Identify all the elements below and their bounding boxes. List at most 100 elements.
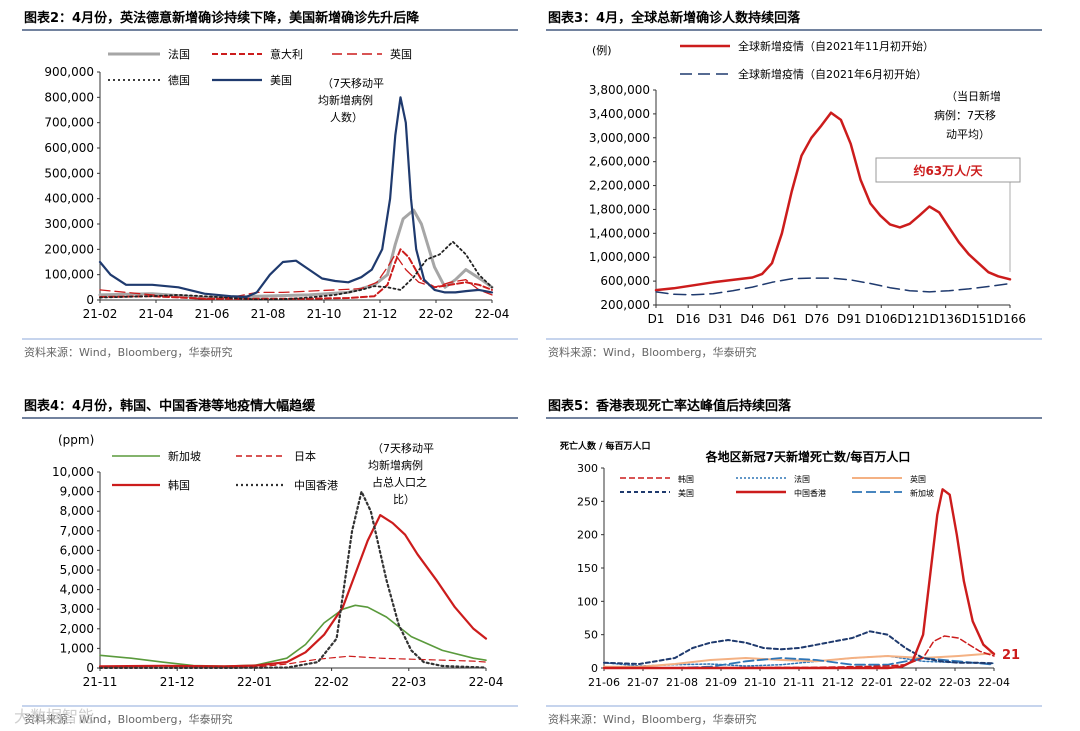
chart3-x-tick-label: D16 bbox=[676, 312, 701, 326]
chart3-y-tick-label: 3,400,000 bbox=[589, 107, 650, 121]
chart2-y-tick-label: 300,000 bbox=[44, 217, 94, 231]
chart2-legend-label: 德国 bbox=[168, 73, 190, 87]
chart4-series-line bbox=[98, 490, 488, 670]
chart2-x-tick-label: 22-02 bbox=[419, 307, 454, 321]
chart4-y-tick-label: 4,000 bbox=[60, 583, 94, 597]
chart3-plot bbox=[654, 111, 1012, 296]
chart3-y-tick-label: 3,000,000 bbox=[589, 131, 650, 145]
chart3-source: 资料来源：Wind，Bloomberg，华泰研究 bbox=[548, 345, 756, 359]
chart3-x-tick-label: D106 bbox=[865, 312, 897, 326]
chart5-plot bbox=[602, 488, 996, 670]
chart5-x-tick-label: 22-04 bbox=[978, 676, 1010, 689]
chart2-annotation-2: 均新增病例 bbox=[318, 93, 373, 107]
chart5-source: 资料来源：Wind，Bloomberg，华泰研究 bbox=[548, 712, 756, 726]
chart4-legend-label: 日本 bbox=[294, 449, 316, 463]
chart3-unit: (例) bbox=[592, 43, 612, 57]
chart4-source: 资料来源：Wind，Bloomberg，华泰研究 bbox=[24, 712, 232, 726]
chart4-legend-label: 中国香港 bbox=[294, 479, 338, 492]
chart5-x-tick-label: 22-03 bbox=[939, 676, 971, 689]
chart4-y-tick-label: 3,000 bbox=[60, 602, 94, 616]
chart5-x-tick-label: 21-07 bbox=[627, 676, 659, 689]
chart3-x-tick-label: D61 bbox=[772, 312, 797, 326]
chart3-y-tick-label: 600,000 bbox=[600, 274, 650, 288]
chart4-y-tick-label: 10,000 bbox=[52, 465, 94, 479]
chart4-x-tick-label: 22-03 bbox=[391, 675, 426, 689]
chart4-x-tick-label: 22-02 bbox=[314, 675, 349, 689]
chart2-y-tick-label: 900,000 bbox=[44, 65, 94, 79]
chart3-x-tick-label: D166 bbox=[994, 312, 1026, 326]
chart2-x-tick-label: 21-12 bbox=[363, 307, 398, 321]
chart5-series-line bbox=[603, 630, 995, 665]
chart2-y-tick-label: 0 bbox=[86, 293, 94, 307]
chart3-series-line bbox=[654, 111, 1012, 292]
chart3-x-tick-label: D31 bbox=[708, 312, 733, 326]
chart3-annotation-2: 病例：7天移 bbox=[934, 108, 996, 122]
chart2-title: 图表2：4月份，英法德意新增确诊持续下降，美国新增确诊先升后降 bbox=[24, 10, 420, 26]
chart5-panel: 图表5：香港表现死亡率达峰值后持续回落 死亡人数 / 每百万人口 各地区新冠7天… bbox=[546, 398, 1042, 726]
chart5-x-tick-label: 22-02 bbox=[900, 676, 932, 689]
chart2-legend-label: 意大利 bbox=[270, 47, 303, 61]
chart5-x-tick-label: 21-10 bbox=[744, 676, 776, 689]
chart3-y-tick-label: 1,000,000 bbox=[589, 250, 650, 264]
chart4-x-tick-label: 21-12 bbox=[160, 675, 195, 689]
chart3-series-line bbox=[655, 277, 1011, 296]
chart5-x-tick-label: 21-09 bbox=[705, 676, 737, 689]
chart4-y-tick-label: 1,000 bbox=[60, 641, 94, 655]
chart3-y-tick-label: 2,600,000 bbox=[589, 155, 650, 169]
chart4-annotation-4: 比） bbox=[393, 493, 415, 506]
chart2-plot bbox=[98, 96, 494, 301]
chart3-legend-label: 全球新增疫情（自2021年11月初开始） bbox=[738, 39, 934, 53]
chart3-y-tick-label: 1,800,000 bbox=[589, 202, 650, 216]
chart3-title: 图表3：4月，全球总新增确诊人数持续回落 bbox=[548, 10, 801, 26]
chart4-legend-label: 韩国 bbox=[168, 478, 190, 492]
chart5-end-label: 21 bbox=[1002, 648, 1020, 663]
chart2-x-tick-label: 21-02 bbox=[83, 307, 118, 321]
chart3-legend: 全球新增疫情（自2021年11月初开始） 全球新增疫情（自2021年6月初开始） bbox=[680, 39, 934, 81]
chart2-x-tick-label: 21-06 bbox=[195, 307, 230, 321]
chart5-y-tick-label: 50 bbox=[584, 629, 598, 642]
chart3-callout: 约63万人/天 bbox=[913, 163, 983, 178]
chart4-series-line bbox=[99, 655, 487, 669]
chart5-legend-label: 韩国 bbox=[678, 474, 694, 484]
chart3-annotation-3: 动平均） bbox=[946, 128, 990, 141]
chart2-x-tick-label: 21-04 bbox=[139, 307, 174, 321]
chart2-source: 资料来源：Wind，Bloomberg，华泰研究 bbox=[24, 345, 232, 359]
chart2-series-line bbox=[98, 96, 494, 299]
chart4-unit: (ppm) bbox=[58, 433, 94, 447]
watermark: 大数据智能 bbox=[14, 707, 94, 726]
chart3-x-tick-label: D151 bbox=[962, 312, 994, 326]
chart3-callout-box bbox=[875, 157, 1021, 183]
chart4-y-tick-label: 5,000 bbox=[60, 563, 94, 577]
chart2-panel: 图表2：4月份，英法德意新增确诊持续下降，美国新增确诊先升后降 法国 意大利 英国德… bbox=[22, 10, 518, 359]
chart5-x-tick-label: 21-12 bbox=[822, 676, 854, 689]
chart5-y-tick-label: 300 bbox=[577, 462, 598, 475]
chart3-y-tick-label: 3,800,000 bbox=[589, 83, 650, 97]
chart4-axes: 0 1,000 2,000 3,000 4,000 5,000 6,000 7,000 8,00… bbox=[52, 465, 503, 689]
chart2-legend-label: 法国 bbox=[168, 47, 190, 61]
chart3-axes: 200,000 600,000 1,000,000 1,400,000 1,800,00… bbox=[589, 83, 1026, 326]
chart4-y-tick-label: 2,000 bbox=[60, 622, 94, 636]
chart4-y-tick-label: 8,000 bbox=[60, 504, 94, 518]
chart2-y-tick-label: 800,000 bbox=[44, 90, 94, 104]
chart3-x-tick-label: D1 bbox=[648, 312, 665, 326]
chart5-legend-label: 新加坡 bbox=[910, 488, 934, 498]
chart4-x-tick-label: 21-11 bbox=[83, 675, 118, 689]
chart4-y-tick-label: 0 bbox=[86, 661, 94, 675]
chart3-x-tick-label: D76 bbox=[805, 312, 830, 326]
chart2-series-line bbox=[99, 253, 493, 300]
chart2-axes: 0 100,000 200,000 300,000 400,000 500,000 600,… bbox=[44, 65, 509, 321]
chart5-axes: 0 50 100 150 200 250 300 21-06 21-07 21-08 21-09 21… bbox=[577, 462, 1010, 689]
chart4-series-line bbox=[99, 604, 487, 668]
chart4-annotation-1: （7天移动平 bbox=[372, 442, 434, 455]
chart5-y-tick-label: 200 bbox=[577, 529, 598, 542]
chart2-y-tick-label: 400,000 bbox=[44, 192, 94, 206]
chart5-y-tick-label: 0 bbox=[591, 662, 598, 675]
chart4-legend-label: 新加坡 bbox=[168, 449, 201, 463]
chart2-x-tick-label: 21-10 bbox=[307, 307, 342, 321]
chart4-plot bbox=[98, 490, 488, 670]
chart5-legend-label: 美国 bbox=[678, 488, 694, 498]
chart3-x-tick-label: D136 bbox=[930, 312, 962, 326]
